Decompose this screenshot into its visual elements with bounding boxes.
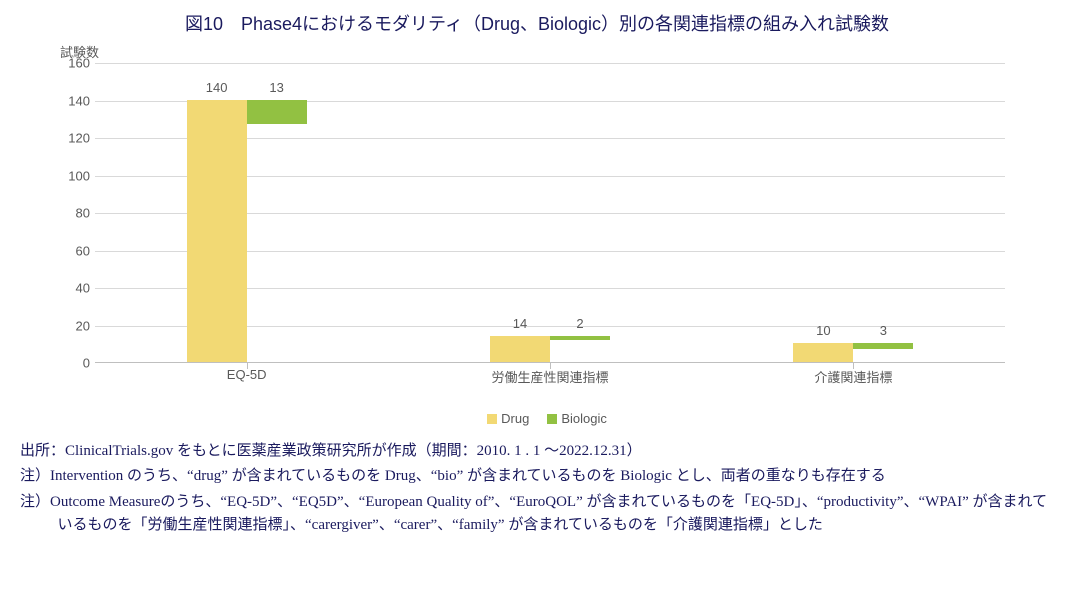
y-axis-label: 試験数 xyxy=(60,42,1054,61)
bar-value-label: 140 xyxy=(187,80,247,95)
chart-title: 図10 Phase4におけるモダリティ（Drug、Biologic）別の各関連指… xyxy=(20,10,1054,36)
y-tick-label: 40 xyxy=(40,281,90,296)
bar-value-label: 14 xyxy=(490,316,550,331)
y-tick-label: 120 xyxy=(40,131,90,146)
bar-biologic: 3 xyxy=(853,343,913,349)
y-tick-label: 20 xyxy=(40,318,90,333)
legend-item-drug: Drug xyxy=(487,411,529,426)
x-tick-label: 労働生産性関連指標 xyxy=(450,367,650,386)
y-tick-label: 0 xyxy=(40,356,90,371)
bar-biologic: 2 xyxy=(550,336,610,340)
y-tick-label: 160 xyxy=(40,56,90,71)
legend-swatch-biologic xyxy=(547,414,557,424)
bar-drug: 10 xyxy=(793,343,853,362)
legend-item-biologic: Biologic xyxy=(547,411,607,426)
note-1: 注）Intervention のうち、“drug” が含まれているものを Dru… xyxy=(20,465,1054,488)
bar-drug: 14 xyxy=(490,336,550,362)
bar-value-label: 2 xyxy=(550,316,610,331)
y-tick-label: 140 xyxy=(40,93,90,108)
x-tick-label: EQ-5D xyxy=(147,367,347,382)
bar-value-label: 3 xyxy=(853,323,913,338)
note-source: 出所：ClinicalTrials.gov をもとに医薬産業政策研究所が作成（期… xyxy=(20,440,1054,463)
x-tick-label: 介護関連指標 xyxy=(753,367,953,386)
legend: Drug Biologic xyxy=(40,411,1054,426)
y-tick-label: 80 xyxy=(40,206,90,221)
chart-notes: 出所：ClinicalTrials.gov をもとに医薬産業政策研究所が作成（期… xyxy=(20,440,1054,537)
bar-value-label: 13 xyxy=(247,80,307,95)
bar-drug: 140 xyxy=(187,100,247,363)
y-tick-label: 60 xyxy=(40,243,90,258)
note-2: 注）Outcome Measureのうち、“EQ-5D”、“EQ5D”、“Eur… xyxy=(20,491,1054,538)
legend-label-biologic: Biologic xyxy=(561,411,607,426)
bar-group: 103 xyxy=(753,343,953,362)
plot-area: EQ-5D14013労働生産性関連指標142介護関連指標103 xyxy=(95,63,1005,363)
legend-label-drug: Drug xyxy=(501,411,529,426)
bar-biologic: 13 xyxy=(247,100,307,124)
legend-swatch-drug xyxy=(487,414,497,424)
chart-area: 020406080100120140160 EQ-5D14013労働生産性関連指… xyxy=(40,63,1030,383)
gridline xyxy=(95,63,1005,64)
bar-group: 14013 xyxy=(147,100,347,363)
bar-value-label: 10 xyxy=(793,323,853,338)
bar-group: 142 xyxy=(450,336,650,362)
y-tick-label: 100 xyxy=(40,168,90,183)
